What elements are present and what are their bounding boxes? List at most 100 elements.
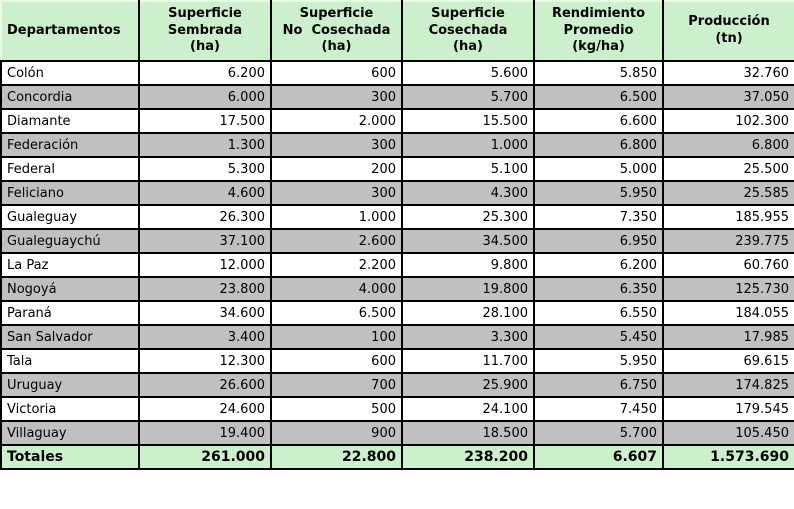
value-cell: 18.500 <box>401 420 535 446</box>
value-cell: 6.950 <box>533 228 664 254</box>
table-row: Victoria 24.600 500 24.100 7.450 179.545 <box>0 396 794 422</box>
table-header: Departamentos Superficie Sembrada (ha) S… <box>0 0 794 62</box>
department-cell: Concordia <box>0 84 140 110</box>
value-cell: 24.100 <box>401 396 535 422</box>
value-cell: 11.700 <box>401 348 535 374</box>
value-cell: 2.600 <box>270 228 403 254</box>
table-row: Villaguay 19.400 900 18.500 5.700 105.450 <box>0 420 794 446</box>
value-cell: 1.300 <box>138 132 272 158</box>
value-cell: 60.760 <box>662 252 794 278</box>
column-header-rendimiento-promedio: Rendimiento Promedio (kg/ha) <box>533 0 664 62</box>
value-cell: 25.500 <box>662 156 794 182</box>
totals-produccion: 1.573.690 <box>662 444 794 470</box>
value-cell: 6.000 <box>138 84 272 110</box>
value-cell: 4.600 <box>138 180 272 206</box>
department-cell: San Salvador <box>0 324 140 350</box>
value-cell: 12.300 <box>138 348 272 374</box>
value-cell: 1.000 <box>401 132 535 158</box>
value-cell: 9.800 <box>401 252 535 278</box>
value-cell: 179.545 <box>662 396 794 422</box>
value-cell: 5.950 <box>533 180 664 206</box>
table-row: Nogoyá 23.800 4.000 19.800 6.350 125.730 <box>0 276 794 302</box>
value-cell: 5.000 <box>533 156 664 182</box>
table-row: Uruguay 26.600 700 25.900 6.750 174.825 <box>0 372 794 398</box>
value-cell: 300 <box>270 132 403 158</box>
table-row: Colón 6.200 600 5.600 5.850 32.760 <box>0 60 794 86</box>
table-row: Gualeguay 26.300 1.000 25.300 7.350 185.955 <box>0 204 794 230</box>
value-cell: 125.730 <box>662 276 794 302</box>
table-row: Concordia 6.000 300 5.700 6.500 37.050 <box>0 84 794 110</box>
department-cell: Feliciano <box>0 180 140 206</box>
value-cell: 3.300 <box>401 324 535 350</box>
department-cell: Federal <box>0 156 140 182</box>
value-cell: 19.800 <box>401 276 535 302</box>
value-cell: 900 <box>270 420 403 446</box>
value-cell: 69.615 <box>662 348 794 374</box>
value-cell: 174.825 <box>662 372 794 398</box>
value-cell: 5.600 <box>401 60 535 86</box>
value-cell: 23.800 <box>138 276 272 302</box>
value-cell: 600 <box>270 348 403 374</box>
table-row: Diamante 17.500 2.000 15.500 6.600 102.300 <box>0 108 794 134</box>
value-cell: 5.700 <box>533 420 664 446</box>
totals-superficie-sembrada: 261.000 <box>138 444 272 470</box>
table-row: Tala 12.300 600 11.700 5.950 69.615 <box>0 348 794 374</box>
value-cell: 4.000 <box>270 276 403 302</box>
value-cell: 300 <box>270 180 403 206</box>
value-cell: 6.600 <box>533 108 664 134</box>
table-row: San Salvador 3.400 100 3.300 5.450 17.985 <box>0 324 794 350</box>
value-cell: 26.300 <box>138 204 272 230</box>
column-header-superficie-cosechada: Superficie Cosechada (ha) <box>401 0 535 62</box>
table-row: Gualeguaychú 37.100 2.600 34.500 6.950 239.77… <box>0 228 794 254</box>
value-cell: 6.200 <box>533 252 664 278</box>
value-cell: 6.800 <box>533 132 664 158</box>
value-cell: 184.055 <box>662 300 794 326</box>
header-row: Departamentos Superficie Sembrada (ha) S… <box>0 0 794 62</box>
value-cell: 239.775 <box>662 228 794 254</box>
value-cell: 25.585 <box>662 180 794 206</box>
value-cell: 2.000 <box>270 108 403 134</box>
value-cell: 2.200 <box>270 252 403 278</box>
value-cell: 700 <box>270 372 403 398</box>
totals-rendimiento-promedio: 6.607 <box>533 444 664 470</box>
value-cell: 17.500 <box>138 108 272 134</box>
value-cell: 105.450 <box>662 420 794 446</box>
totals-row: Totales 261.000 22.800 238.200 6.607 1.5… <box>0 444 794 470</box>
department-cell: Tala <box>0 348 140 374</box>
department-cell: Paraná <box>0 300 140 326</box>
value-cell: 3.400 <box>138 324 272 350</box>
table-row: La Paz 12.000 2.200 9.800 6.200 60.760 <box>0 252 794 278</box>
value-cell: 37.050 <box>662 84 794 110</box>
value-cell: 7.450 <box>533 396 664 422</box>
totals-superficie-cosechada: 238.200 <box>401 444 535 470</box>
value-cell: 6.500 <box>270 300 403 326</box>
value-cell: 300 <box>270 84 403 110</box>
value-cell: 6.350 <box>533 276 664 302</box>
value-cell: 1.000 <box>270 204 403 230</box>
department-cell: Gualeguay <box>0 204 140 230</box>
department-cell: Colón <box>0 60 140 86</box>
value-cell: 34.600 <box>138 300 272 326</box>
table-body: Colón 6.200 600 5.600 5.850 32.760 Concordia 6.… <box>0 60 794 446</box>
value-cell: 24.600 <box>138 396 272 422</box>
value-cell: 6.550 <box>533 300 664 326</box>
value-cell: 5.100 <box>401 156 535 182</box>
value-cell: 37.100 <box>138 228 272 254</box>
department-cell: Federación <box>0 132 140 158</box>
value-cell: 12.000 <box>138 252 272 278</box>
table-row: Federal 5.300 200 5.100 5.000 25.500 <box>0 156 794 182</box>
value-cell: 32.760 <box>662 60 794 86</box>
column-header-produccion: Producción (tn) <box>662 0 794 62</box>
value-cell: 6.750 <box>533 372 664 398</box>
department-cell: Gualeguaychú <box>0 228 140 254</box>
value-cell: 185.955 <box>662 204 794 230</box>
department-cell: Nogoyá <box>0 276 140 302</box>
value-cell: 600 <box>270 60 403 86</box>
value-cell: 5.850 <box>533 60 664 86</box>
value-cell: 19.400 <box>138 420 272 446</box>
value-cell: 15.500 <box>401 108 535 134</box>
value-cell: 25.300 <box>401 204 535 230</box>
value-cell: 5.950 <box>533 348 664 374</box>
value-cell: 34.500 <box>401 228 535 254</box>
